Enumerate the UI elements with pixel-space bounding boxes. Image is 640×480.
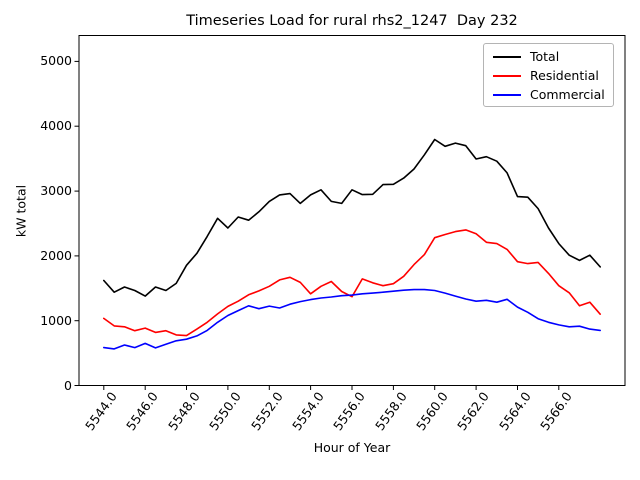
legend-line-swatch <box>493 74 521 77</box>
y-tick-label: 4000 <box>40 118 72 134</box>
chart-title: Timeseries Load for rural rhs2_1247 Day … <box>186 13 518 29</box>
y-tick-label: 3000 <box>40 183 72 199</box>
legend-label: Total <box>530 49 560 64</box>
legend-entry-total: Total <box>484 47 613 66</box>
legend: Total Residential Commercial <box>483 43 614 107</box>
y-tick-label: 0 <box>64 377 72 393</box>
legend-line-swatch <box>493 55 521 58</box>
legend-line-swatch <box>493 93 521 96</box>
legend-label: Residential <box>530 68 599 83</box>
series-line-total <box>103 138 602 297</box>
legend-label: Commercial <box>530 87 605 102</box>
y-tick-label: 2000 <box>40 247 72 263</box>
y-tick-label: 1000 <box>40 312 72 328</box>
x-axis-label: Hour of Year <box>313 440 391 455</box>
series-line-residential <box>103 229 602 337</box>
y-tick-label: 5000 <box>40 53 72 69</box>
legend-entry-residential: Residential <box>484 66 613 85</box>
legend-entry-commercial: Commercial <box>484 85 613 104</box>
series-line-commercial <box>103 288 602 350</box>
